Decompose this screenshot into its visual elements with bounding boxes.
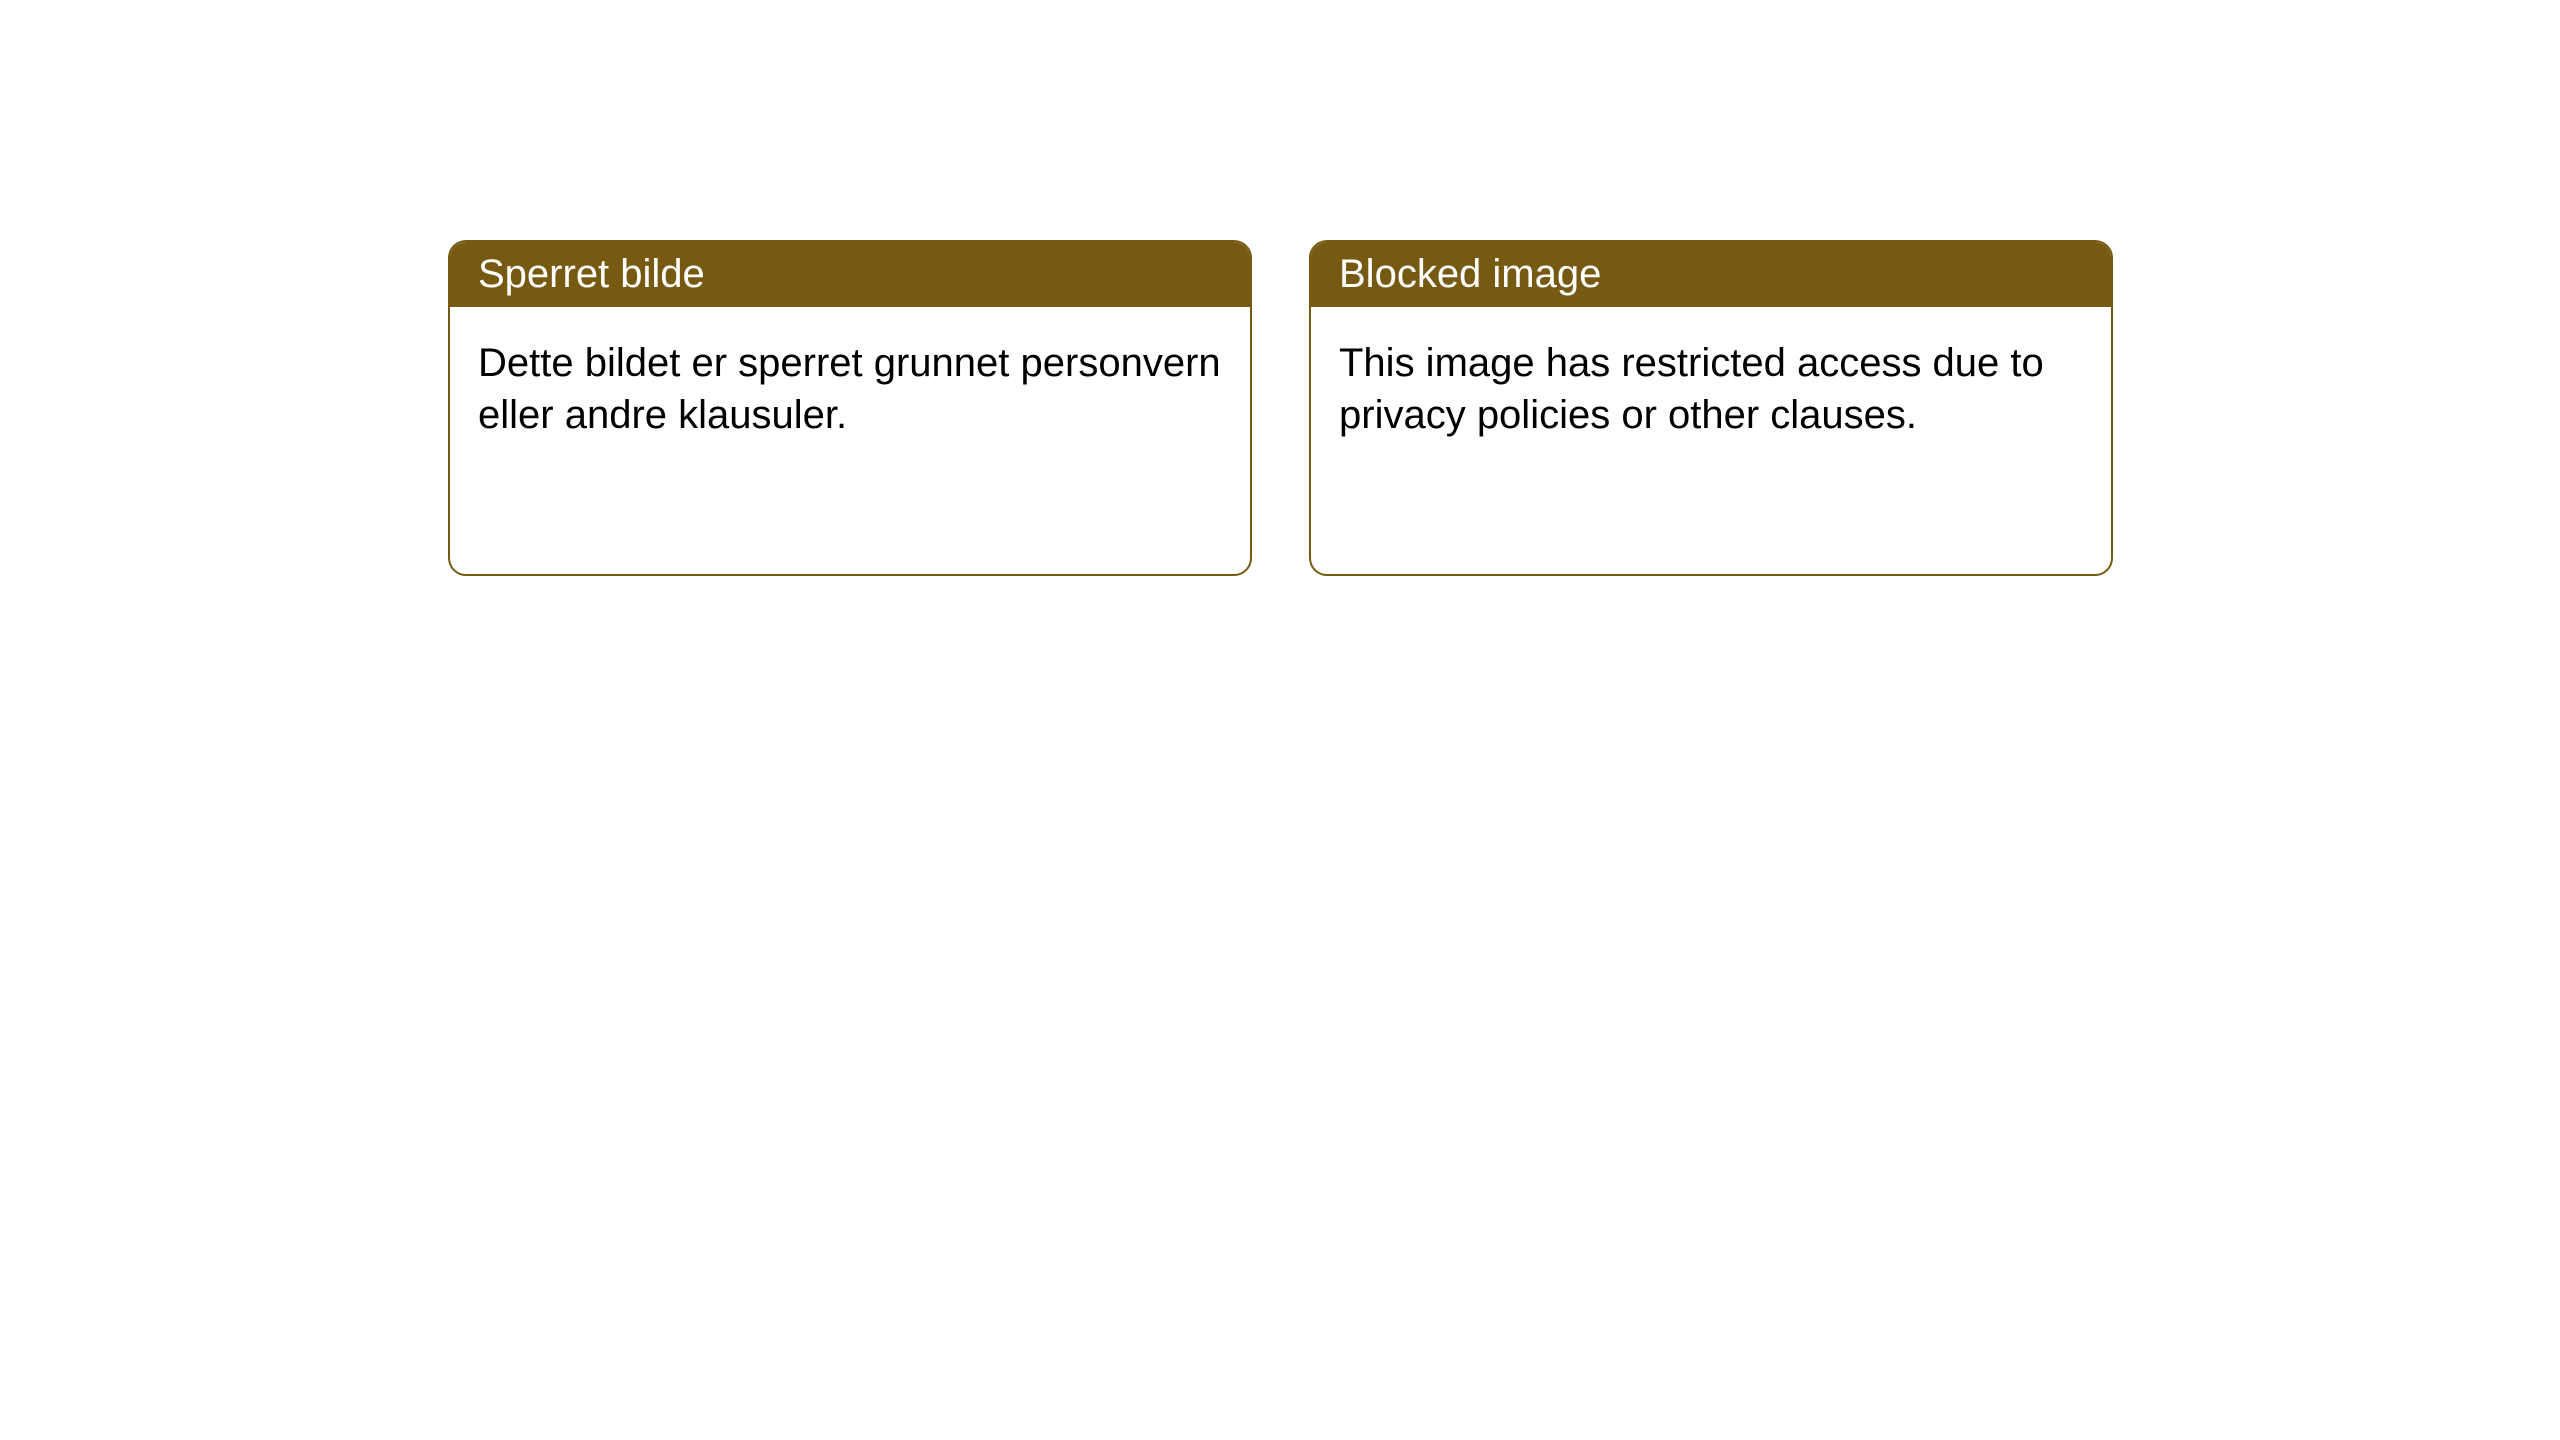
- notice-card-english: Blocked image This image has restricted …: [1309, 240, 2113, 576]
- notice-card-norwegian: Sperret bilde Dette bildet er sperret gr…: [448, 240, 1252, 576]
- notice-title: Blocked image: [1339, 252, 1601, 296]
- notice-body-norwegian: Dette bildet er sperret grunnet personve…: [450, 307, 1250, 471]
- notice-header-norwegian: Sperret bilde: [450, 242, 1250, 307]
- notice-message: This image has restricted access due to …: [1339, 341, 2044, 437]
- notice-title: Sperret bilde: [478, 252, 705, 296]
- notice-container: Sperret bilde Dette bildet er sperret gr…: [0, 0, 2560, 576]
- notice-body-english: This image has restricted access due to …: [1311, 307, 2111, 471]
- notice-header-english: Blocked image: [1311, 242, 2111, 307]
- notice-message: Dette bildet er sperret grunnet personve…: [478, 341, 1221, 437]
